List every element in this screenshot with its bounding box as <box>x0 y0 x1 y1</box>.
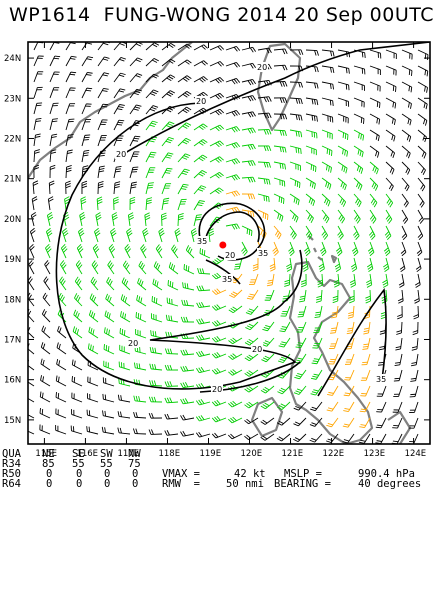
contour-label-20: 20 <box>196 97 206 106</box>
latitude-labels: 24N 23N 22N 21N 20N 19N 18N 17N 16N 15N <box>4 54 21 426</box>
storm-center-marker <box>219 242 226 249</box>
contour-label-20: 20 <box>128 339 138 348</box>
bearing-value: 40 degrees <box>358 479 421 489</box>
stats-r64-nw: 0 <box>132 479 138 489</box>
stats-r64-label: R64 <box>2 479 21 489</box>
lat-label-20N: 20N <box>4 215 21 225</box>
radii-stats-table: QUA NE SE SW NW R34 85 55 55 75 R50 0 0 … <box>2 449 27 489</box>
contour-label-20: 20 <box>212 385 222 394</box>
bearing-label: BEARING = <box>274 479 331 489</box>
lat-label-17N: 17N <box>4 335 21 345</box>
lon-label-124E: 124E <box>405 449 427 459</box>
map-title: WP1614 FUNG-WONG 2014 20 Sep 00UTC <box>0 4 443 26</box>
stats-r64-ne: 0 <box>46 479 52 489</box>
contour-label-35: 35 <box>222 275 232 284</box>
lat-label-24N: 24N <box>4 54 21 64</box>
storm-center-dot <box>219 242 226 249</box>
contour-label-35: 35 <box>258 249 268 258</box>
rmw-value: 50 nmi <box>226 479 264 489</box>
lat-label-15N: 15N <box>4 416 21 426</box>
contour-label-35: 35 <box>197 237 207 246</box>
contour-label-20: 20 <box>257 63 267 72</box>
rmw-label: RMW = <box>162 479 200 489</box>
lat-label-22N: 22N <box>4 134 21 144</box>
stats-r64-se: 0 <box>76 479 82 489</box>
lon-label-119E: 119E <box>199 449 221 459</box>
lat-label-18N: 18N <box>4 295 21 305</box>
stats-r64-sw: 0 <box>104 479 110 489</box>
lat-label-16N: 16N <box>4 376 21 386</box>
lon-label-121E: 121E <box>282 449 304 459</box>
lat-label-21N: 21N <box>4 175 21 185</box>
wind-field-map: 20 20 20 20 20 20 20 35 35 35 35 24N 23N 22N 21N 20N 19… <box>0 0 443 500</box>
lon-label-118E: 118E <box>158 449 180 459</box>
contour-label-20: 20 <box>225 251 235 260</box>
contour-label-35: 35 <box>376 375 386 384</box>
lon-label-122E: 122E <box>323 449 345 459</box>
stats-r64-row: R64 0 0 0 0 RMW = 50 nmi BEARING = 40 de… <box>2 479 27 489</box>
lat-label-19N: 19N <box>4 255 21 265</box>
lon-label-120E: 120E <box>241 449 263 459</box>
contour-label-20: 20 <box>116 150 126 159</box>
contour-label-20: 20 <box>252 345 262 354</box>
small-island-east <box>332 256 336 262</box>
lon-label-123E: 123E <box>364 449 386 459</box>
lat-label-23N: 23N <box>4 94 21 104</box>
